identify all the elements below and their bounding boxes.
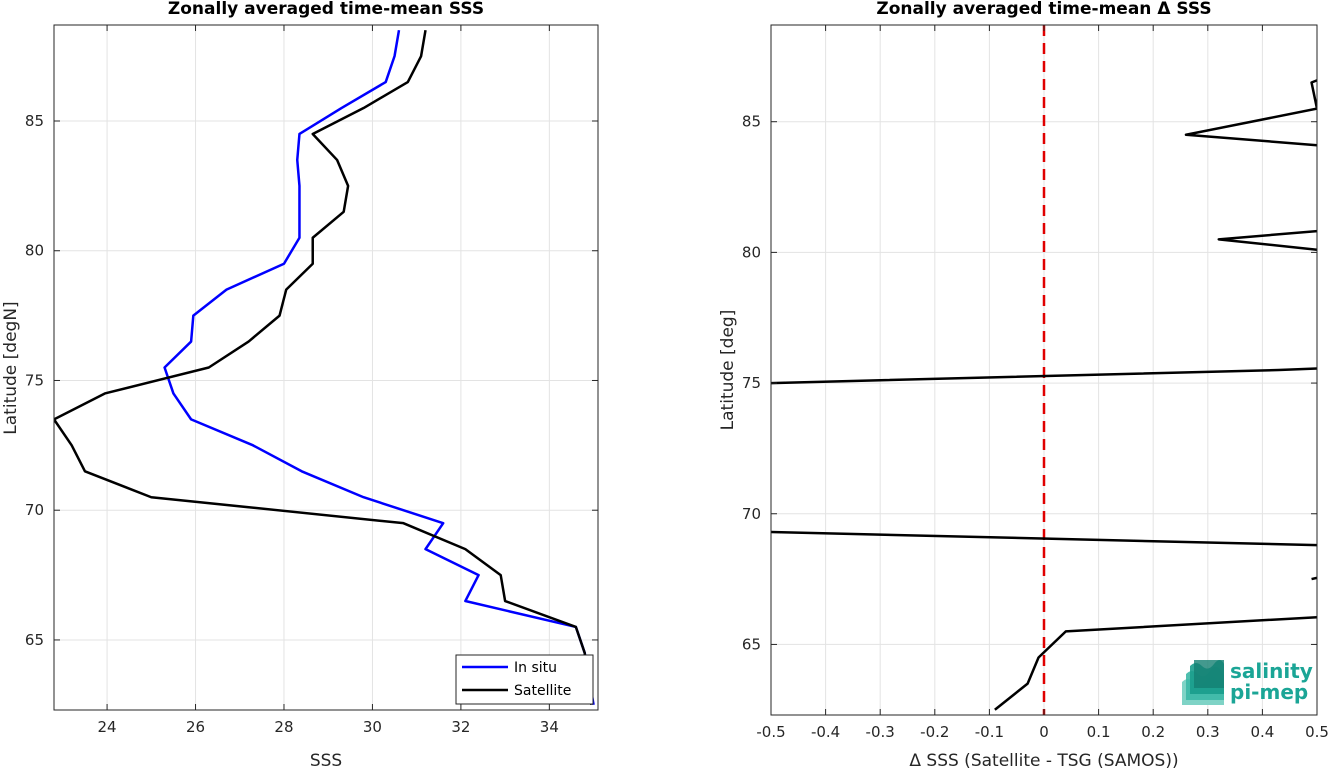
right-x-tick-label: -0.4 — [811, 723, 840, 741]
left-y-tick-label: 80 — [25, 242, 44, 260]
left-x-tick-label: 28 — [274, 718, 293, 736]
right-y-tick-label: 80 — [742, 243, 761, 261]
right-line-series-0-seg-0 — [1184, 78, 1317, 147]
right-x-tick-label: 0.3 — [1196, 723, 1220, 741]
left-x-axis-label: SSS — [310, 751, 342, 769]
left-panel: 24 26 28 30 32 34 65 70 75 80 85 Zonally averaged … — [1, 0, 599, 769]
right-x-tick-label: 0.2 — [1141, 723, 1165, 741]
right-series-lines — [771, 25, 1317, 715]
legend-label-satellite: Satellite — [514, 683, 571, 699]
left-y-axis-label: Latitude [degN] — [1, 301, 21, 434]
left-ticks: 24 26 28 30 32 34 65 70 75 80 85 — [25, 25, 598, 736]
right-panel: -0.5 -0.4 -0.3 -0.2 -0.1 0 0.1 0.2 0.3 0.4 0.5 65 70… — [718, 0, 1329, 769]
legend: In situ Satellite — [455, 654, 594, 705]
left-plot-area — [54, 25, 598, 710]
right-ticks: -0.5 -0.4 -0.3 -0.2 -0.1 0 0.1 0.2 0.3 0.4 0.5 65 70… — [742, 25, 1329, 741]
left-axes-box — [53, 24, 599, 711]
salinity-pi-mep-logo: salinity pi-mep — [1182, 659, 1313, 705]
left-line-in-situ-seg-0 — [163, 29, 595, 706]
left-x-tick-label: 26 — [186, 718, 205, 736]
left-series-lines — [54, 29, 595, 706]
left-y-tick-label: 85 — [25, 112, 44, 130]
right-y-axis-label: Latitude [deg] — [718, 310, 738, 431]
left-line-satellite-seg-0 — [54, 29, 593, 706]
legend-box — [455, 654, 594, 705]
left-grid — [54, 25, 598, 710]
right-chart-title: Zonally averaged time-mean Δ SSS — [876, 0, 1211, 19]
right-x-tick-label: -0.1 — [975, 723, 1004, 741]
legend-label-in-situ: In situ — [514, 660, 557, 676]
right-y-tick-label: 65 — [742, 635, 761, 653]
right-line-series-0-seg-3 — [771, 530, 1317, 547]
right-x-axis-label: Δ SSS (Satellite - TSG (SAMOS)) — [909, 751, 1178, 769]
left-x-tick-label: 32 — [451, 718, 470, 736]
left-y-tick-label: 65 — [25, 631, 44, 649]
right-line-series-0-seg-5 — [994, 615, 1317, 711]
right-x-tick-label: -0.2 — [920, 723, 949, 741]
right-x-tick-label: 0 — [1039, 723, 1049, 741]
logo-wave-icon — [1182, 660, 1224, 705]
left-x-tick-label: 30 — [363, 718, 382, 736]
right-y-tick-label: 85 — [742, 113, 761, 131]
left-y-tick-label: 70 — [25, 501, 44, 519]
right-line-series-0-seg-2 — [771, 367, 1317, 385]
right-x-tick-label: 0.5 — [1305, 723, 1329, 741]
right-x-tick-label: -0.5 — [756, 723, 785, 741]
right-y-tick-label: 75 — [742, 374, 761, 392]
left-y-tick-label: 75 — [25, 371, 44, 389]
left-chart-title: Zonally averaged time-mean SSS — [168, 0, 484, 19]
right-line-series-0-seg-4 — [1311, 576, 1317, 581]
right-line-series-0-seg-1 — [1217, 229, 1317, 252]
logo-text-pi-mep: pi-mep — [1230, 680, 1308, 704]
right-x-tick-label: -0.3 — [866, 723, 895, 741]
right-y-tick-label: 70 — [742, 505, 761, 523]
logo-text-salinity: salinity — [1230, 659, 1313, 683]
right-x-tick-label: 0.1 — [1087, 723, 1111, 741]
left-x-tick-label: 24 — [98, 718, 117, 736]
left-x-tick-label: 34 — [540, 718, 559, 736]
right-x-tick-label: 0.4 — [1250, 723, 1274, 741]
